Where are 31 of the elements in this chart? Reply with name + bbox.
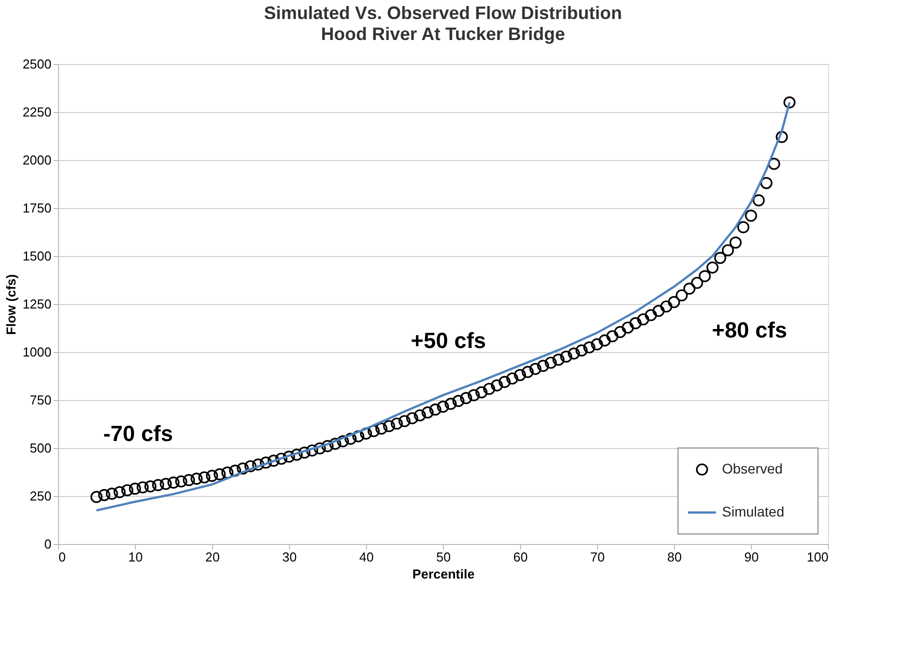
x-tick-label: 100 <box>806 550 828 564</box>
chart-subtitle: Hood River At Tucker Bridge <box>320 24 566 44</box>
legend-label: Simulated <box>722 504 784 520</box>
x-tick-label: 80 <box>667 550 682 564</box>
x-tick-label: 70 <box>590 550 605 564</box>
legend-label: Observed <box>722 460 783 476</box>
x-tick-label: 20 <box>205 550 220 564</box>
y-tick-label: 1500 <box>22 248 52 264</box>
y-tick-label: 1000 <box>22 344 52 360</box>
y-tick-label: 0 <box>44 536 52 552</box>
x-tick-label: 50 <box>436 550 451 564</box>
annotation: +80 cfs <box>712 317 788 342</box>
x-tick-label: 60 <box>513 550 528 564</box>
y-tick-label: 2000 <box>22 152 52 168</box>
y-tick-label: 500 <box>30 440 52 456</box>
y-tick-label: 1750 <box>22 200 52 216</box>
annotation: -70 cfs <box>103 421 173 446</box>
y-tick-label: 2500 <box>22 56 52 72</box>
x-tick-label: 40 <box>359 550 374 564</box>
chart-title: Simulated Vs. Observed Flow Distribution <box>264 3 622 23</box>
x-tick-label: 90 <box>744 550 759 564</box>
x-tick-label: 30 <box>282 550 297 564</box>
y-tick-label: 2250 <box>22 104 52 120</box>
x-axis-title: Percentile <box>412 566 475 582</box>
x-tick-label: 10 <box>128 550 143 564</box>
y-tick-label: 1250 <box>22 296 52 312</box>
y-tick-label: 250 <box>30 488 52 504</box>
y-axis-title: Flow (cfs) <box>4 274 19 335</box>
x-tick-label: 0 <box>58 550 66 564</box>
y-tick-label: 750 <box>30 392 52 408</box>
annotation: +50 cfs <box>410 328 486 353</box>
